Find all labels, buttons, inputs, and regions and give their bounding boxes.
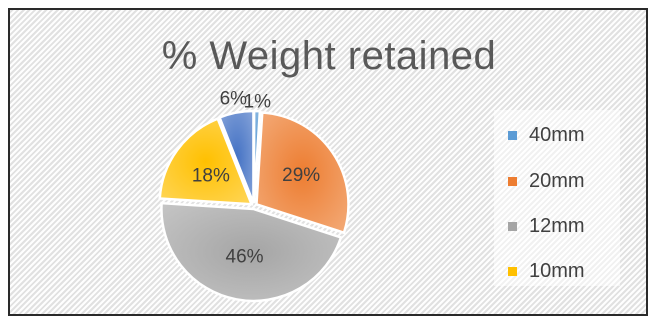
slice-label-20mm: 29% xyxy=(282,165,320,186)
legend-swatch-12mm xyxy=(508,222,517,231)
pie-slice-12mm xyxy=(160,201,343,303)
legend-item-12mm: 12mm xyxy=(508,215,585,238)
legend-item-10mm: 10mm xyxy=(508,260,585,283)
pie-slice-20mm xyxy=(255,111,350,235)
legend-swatch-40mm xyxy=(508,131,517,140)
legend-swatch-20mm xyxy=(508,177,517,186)
slice-label-40mm: 1% xyxy=(244,91,272,112)
legend-label-12mm: 12mm xyxy=(529,215,585,237)
legend-label-40mm: 40mm xyxy=(529,124,585,146)
legend-label-20mm: 20mm xyxy=(529,170,585,192)
chart-legend: 40mm 20mm 12mm 10mm xyxy=(494,110,620,286)
legend-label-10mm: 10mm xyxy=(529,260,585,282)
legend-swatch-10mm xyxy=(508,267,517,276)
slice-label-unlabeled: 6% xyxy=(220,89,248,110)
slice-label-10mm: 18% xyxy=(192,166,230,187)
pie-slice-unlabeled xyxy=(217,109,255,204)
chart-title: % Weight retained xyxy=(161,34,497,78)
legend-item-20mm: 20mm xyxy=(508,170,585,193)
slice-label-12mm: 46% xyxy=(226,247,264,268)
pie-slice-10mm xyxy=(158,117,254,206)
legend-item-40mm: 40mm xyxy=(508,124,585,147)
